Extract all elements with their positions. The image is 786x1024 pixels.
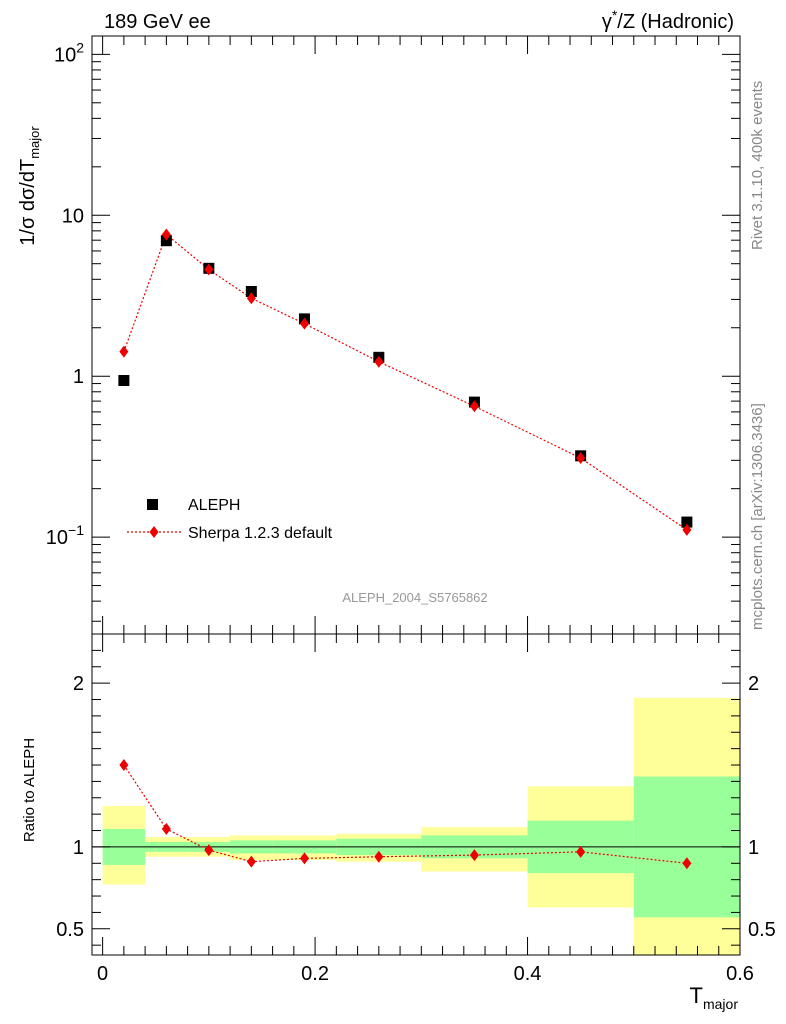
main-ytick-label-exponent: −1 <box>68 522 84 538</box>
side-text-mcplots: mcplots.cern.ch [arXiv:1306.3436] <box>749 403 766 630</box>
xtick-label: 0.6 <box>726 963 754 985</box>
header-right-suffix: /Z (Hadronic) <box>617 11 734 33</box>
ratio-frame <box>91 633 741 956</box>
aleph-data-point <box>118 375 130 387</box>
header-right-title: γ*/Z (Hadronic) <box>602 7 734 33</box>
ratio-mc-point <box>119 759 129 772</box>
main-ytick-label-exponent: 2 <box>76 39 84 55</box>
xtick-label: 0.4 <box>514 963 542 985</box>
ratio-plot-panel: 0.5 0.5 1 1 2 2 0 0.2 0.4 0.6 Ratio to ALEPH Tma… <box>21 633 776 1012</box>
main-frame <box>91 35 741 635</box>
ratio-mc-point <box>576 845 586 858</box>
main-y-axis-label-main: 1/σ dσ/dT <box>17 159 39 246</box>
analysis-watermark: ALEPH_2004_S5765862 <box>342 590 487 605</box>
main-ytick-label: 10−1 <box>46 522 84 549</box>
ratio-mc-point <box>469 849 479 862</box>
ratio-mc-point <box>161 822 171 835</box>
ratio-mc-point <box>374 850 384 863</box>
ratio-ytick-label-left: 1 <box>73 837 84 859</box>
main-ytick-label: 1 <box>73 366 84 388</box>
ratio-ytick-label-right: 1 <box>748 837 759 859</box>
main-mc-line <box>123 233 688 531</box>
ratio-axis-ticks <box>92 634 741 955</box>
legend-label-aleph: ALEPH <box>188 497 240 514</box>
main-y-axis-label-sub: major <box>27 126 42 159</box>
aleph-data-point <box>245 285 257 297</box>
sherpa-mc-point <box>682 523 692 536</box>
sherpa-mc-point <box>299 317 309 330</box>
sherpa-mc-point <box>119 345 129 358</box>
main-ytick-label-base: 10 <box>46 527 68 549</box>
legend-data-marker <box>147 499 158 510</box>
ratio-y-axis-label: Ratio to ALEPH <box>21 738 38 842</box>
ratio-ytick-label-right: 0.5 <box>748 919 776 941</box>
header-right-star: * <box>612 7 618 23</box>
xtick-label: 0.2 <box>301 963 329 985</box>
main-mc-points <box>119 228 692 536</box>
ratio-mc-points <box>119 759 692 870</box>
header-left-title: 189 GeV ee <box>104 11 211 33</box>
sherpa-mc-point <box>161 228 171 241</box>
legend: ALEPH Sherpa 1.2.3 default <box>127 497 333 542</box>
ratio-uncertainty-bands <box>102 697 740 955</box>
main-ytick-label-base: 1 <box>73 366 84 388</box>
ratio-ytick-label-right: 2 <box>748 673 759 695</box>
main-data-points <box>118 235 693 528</box>
main-ytick-label-base: 10 <box>62 205 84 227</box>
sherpa-mc-point <box>246 292 256 305</box>
xtick-label: 0 <box>97 963 108 985</box>
ratio-mc-point <box>682 857 692 870</box>
ratio-y-tick-labels: 0.5 0.5 1 1 2 2 <box>56 673 776 941</box>
main-y-axis-label: 1/σ dσ/dTmajor <box>17 126 42 246</box>
ratio-ytick-label-left: 2 <box>73 673 84 695</box>
main-ytick-label-base: 10 <box>54 44 76 66</box>
main-axis-ticks <box>92 36 741 634</box>
x-tick-labels: 0 0.2 0.4 0.6 <box>97 963 754 985</box>
aleph-data-point <box>160 235 172 247</box>
side-text-rivet: Rivet 3.1.10, 400k events <box>749 81 766 250</box>
ratio-mc-point <box>204 844 214 857</box>
ratio-ytick-label-left: 0.5 <box>56 919 84 941</box>
legend-label-sherpa: Sherpa 1.2.3 default <box>188 525 333 542</box>
aleph-data-point <box>681 516 693 528</box>
sherpa-mc-point <box>204 263 214 276</box>
ratio-mc-point <box>299 852 309 865</box>
ratio-mc-point <box>246 855 256 868</box>
sherpa-mc-point <box>374 355 384 368</box>
sherpa-mc-point <box>576 452 586 465</box>
main-mc-polyline <box>123 233 688 531</box>
x-axis-label-main: T <box>690 983 703 1008</box>
main-ytick-label: 10 <box>62 205 84 227</box>
x-axis-label-sub: major <box>703 996 738 1012</box>
main-ytick-label: 102 <box>54 39 84 66</box>
header-right-gamma: γ <box>602 11 612 33</box>
x-axis-label: Tmajor <box>690 983 739 1012</box>
legend-mc-marker <box>149 526 159 538</box>
sherpa-mc-point <box>469 400 479 413</box>
